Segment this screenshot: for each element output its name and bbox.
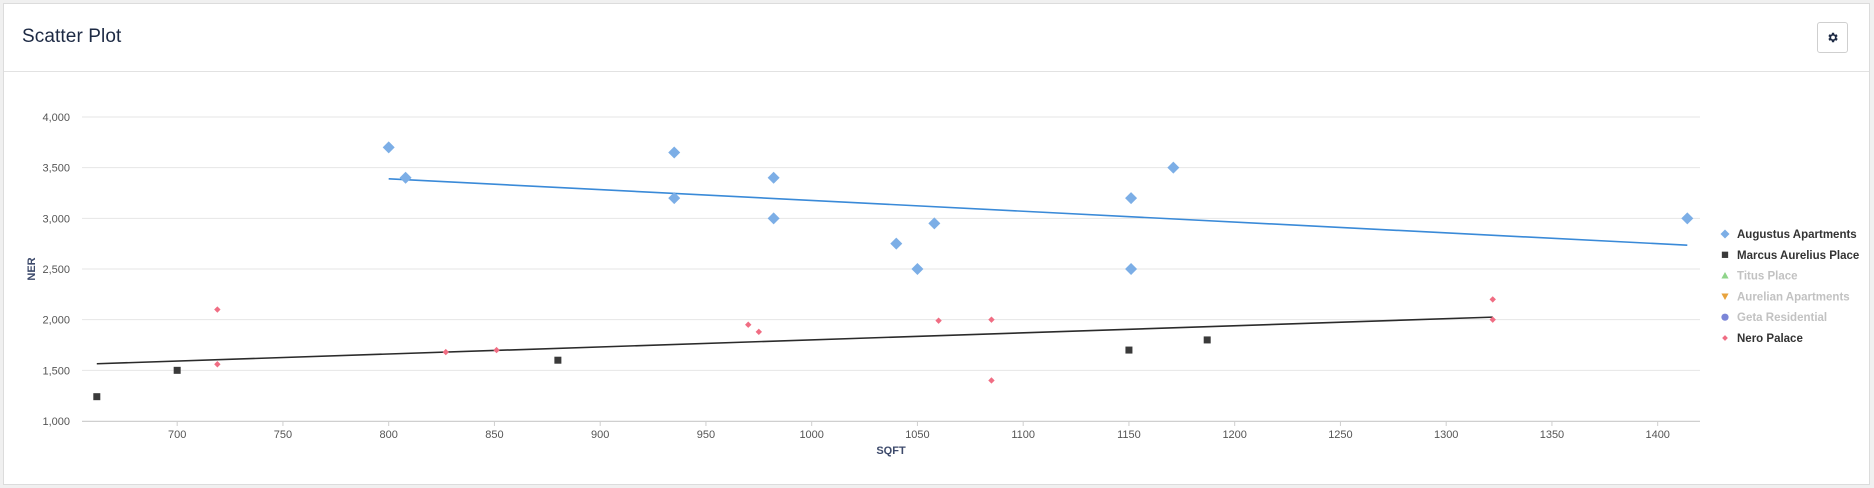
y-tick-label: 2,500 — [42, 264, 70, 276]
data-point — [988, 316, 995, 323]
x-tick-label: 850 — [485, 429, 503, 441]
data-point — [214, 361, 221, 368]
x-tick-label: 1000 — [799, 429, 823, 441]
legend-marker — [1720, 229, 1730, 239]
x-tick-label: 900 — [591, 429, 609, 441]
x-tick-label: 1400 — [1645, 429, 1669, 441]
data-point — [1681, 212, 1694, 225]
data-point — [1125, 263, 1138, 275]
trendline-1 — [96, 316, 1493, 365]
legend-label: Titus Place — [1737, 271, 1798, 283]
data-point — [935, 317, 942, 324]
data-point — [554, 356, 562, 364]
data-point — [911, 263, 924, 275]
y-tick-label: 4,000 — [42, 112, 70, 124]
data-point — [988, 377, 995, 384]
x-tick-label: 1100 — [1011, 429, 1035, 441]
x-tick-label: 1300 — [1434, 429, 1458, 441]
legend-label: Geta Residential — [1737, 312, 1827, 324]
data-point — [755, 328, 763, 336]
legend-item[interactable]: Augustus Apartments — [1720, 229, 1857, 241]
legend-marker — [1721, 272, 1729, 279]
legend-item[interactable]: Nero Palace — [1722, 333, 1803, 345]
legend-marker — [1722, 335, 1728, 341]
legend-item[interactable]: Titus Place — [1721, 271, 1798, 283]
x-axis-label: SQFT — [876, 445, 906, 457]
legend-marker — [1721, 251, 1729, 258]
x-tick-label: 1200 — [1222, 429, 1246, 441]
legend-label: Augustus Apartments — [1737, 229, 1857, 241]
legend-item[interactable]: Marcus Aurelius Place — [1721, 250, 1859, 262]
y-tick-label: 3,000 — [42, 213, 70, 225]
data-point — [767, 212, 780, 225]
gear-icon — [1828, 32, 1838, 43]
x-tick-label: 1250 — [1328, 429, 1352, 441]
data-point — [668, 192, 681, 205]
y-tick-label: 1,000 — [42, 416, 70, 428]
x-tick-label: 1150 — [1117, 429, 1141, 441]
x-tick-label: 800 — [380, 429, 398, 441]
legend-label: Aurelian Apartments — [1737, 291, 1850, 303]
data-point — [1125, 346, 1133, 354]
data-point — [399, 171, 412, 184]
x-tick-label: 950 — [697, 429, 715, 441]
data-point — [668, 146, 681, 159]
data-point — [1203, 336, 1211, 344]
data-point — [173, 366, 181, 374]
data-point — [382, 141, 395, 154]
data-point — [928, 217, 941, 230]
data-point — [1125, 192, 1138, 205]
legend-label: Nero Palace — [1737, 333, 1803, 345]
x-tick-label: 1050 — [905, 429, 929, 441]
settings-button[interactable] — [1817, 22, 1848, 53]
panel-title: Scatter Plot — [22, 26, 122, 47]
trendline-0 — [388, 178, 1688, 246]
data-point — [493, 346, 500, 354]
x-tick-label: 1350 — [1540, 429, 1564, 441]
data-point — [442, 348, 449, 356]
data-point — [1167, 161, 1180, 174]
x-tick-label: 700 — [168, 429, 186, 441]
y-tick-label: 3,500 — [42, 163, 70, 175]
legend-item[interactable]: Aurelian Apartments — [1721, 291, 1850, 303]
data-point — [745, 321, 752, 328]
data-point — [767, 171, 780, 184]
scatter-plot-panel: Scatter Plot — [3, 3, 1870, 485]
x-tick-label: 750 — [274, 429, 292, 441]
data-point — [214, 306, 221, 313]
legend-item[interactable]: Geta Residential — [1721, 312, 1827, 324]
data-point — [1489, 316, 1496, 323]
y-axis-label: NER — [26, 257, 38, 280]
legend-marker — [1721, 293, 1729, 300]
data-point — [890, 237, 903, 250]
panel-header: Scatter Plot — [4, 4, 1869, 72]
legend-label: Marcus Aurelius Place — [1737, 250, 1859, 262]
y-tick-label: 1,500 — [42, 365, 70, 377]
y-tick-label: 2,000 — [42, 315, 70, 327]
data-point — [93, 393, 101, 401]
legend-marker — [1721, 313, 1729, 321]
data-point — [1489, 296, 1496, 303]
